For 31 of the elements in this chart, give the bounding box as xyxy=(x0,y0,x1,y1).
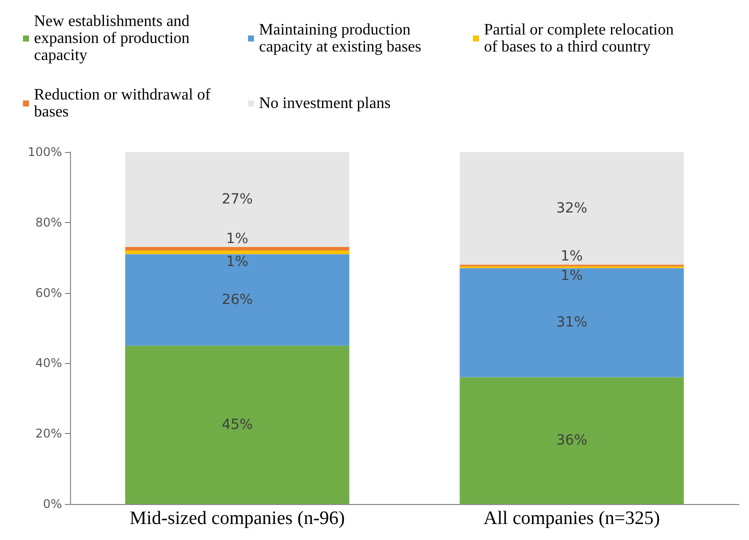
bar xyxy=(460,268,684,378)
bar xyxy=(460,377,684,504)
data-label: 45% xyxy=(222,416,253,433)
y-tick-label: 40% xyxy=(35,356,62,370)
data-label: 36% xyxy=(556,432,588,449)
data-label: 32% xyxy=(556,200,588,216)
y-tick-label: 100% xyxy=(28,145,62,159)
data-label: 26% xyxy=(222,292,253,308)
bar xyxy=(125,346,350,504)
y-tick-label: 80% xyxy=(35,215,62,230)
x-tick-label: All companies (n=325) xyxy=(484,508,660,529)
legend-label: New establishments and expansion of production capacity xyxy=(34,13,194,64)
bar xyxy=(460,152,684,265)
data-label: 27% xyxy=(222,192,253,208)
legend-label: Partial or complete relocation of bases to a third country xyxy=(484,22,678,56)
legend-label: Maintaining production capacity at existing bases xyxy=(259,22,422,56)
y-tick-label: 20% xyxy=(35,426,62,441)
legend-label: No investment plans xyxy=(259,95,391,112)
data-label: 1% xyxy=(560,248,583,265)
bar xyxy=(125,152,350,248)
legend-label: Reduction or withdrawal of bases xyxy=(34,86,214,120)
data-label: 1% xyxy=(226,254,248,270)
data-label: 1% xyxy=(560,268,583,284)
data-label: 31% xyxy=(556,314,588,331)
x-tick-label: Mid-sized companies (n-96) xyxy=(130,508,345,529)
y-tick-label: 60% xyxy=(35,286,62,300)
bar xyxy=(125,250,350,254)
data-label: 1% xyxy=(226,231,248,248)
y-tick-label: 0% xyxy=(42,497,62,511)
bar xyxy=(125,254,350,346)
bar xyxy=(125,247,350,251)
